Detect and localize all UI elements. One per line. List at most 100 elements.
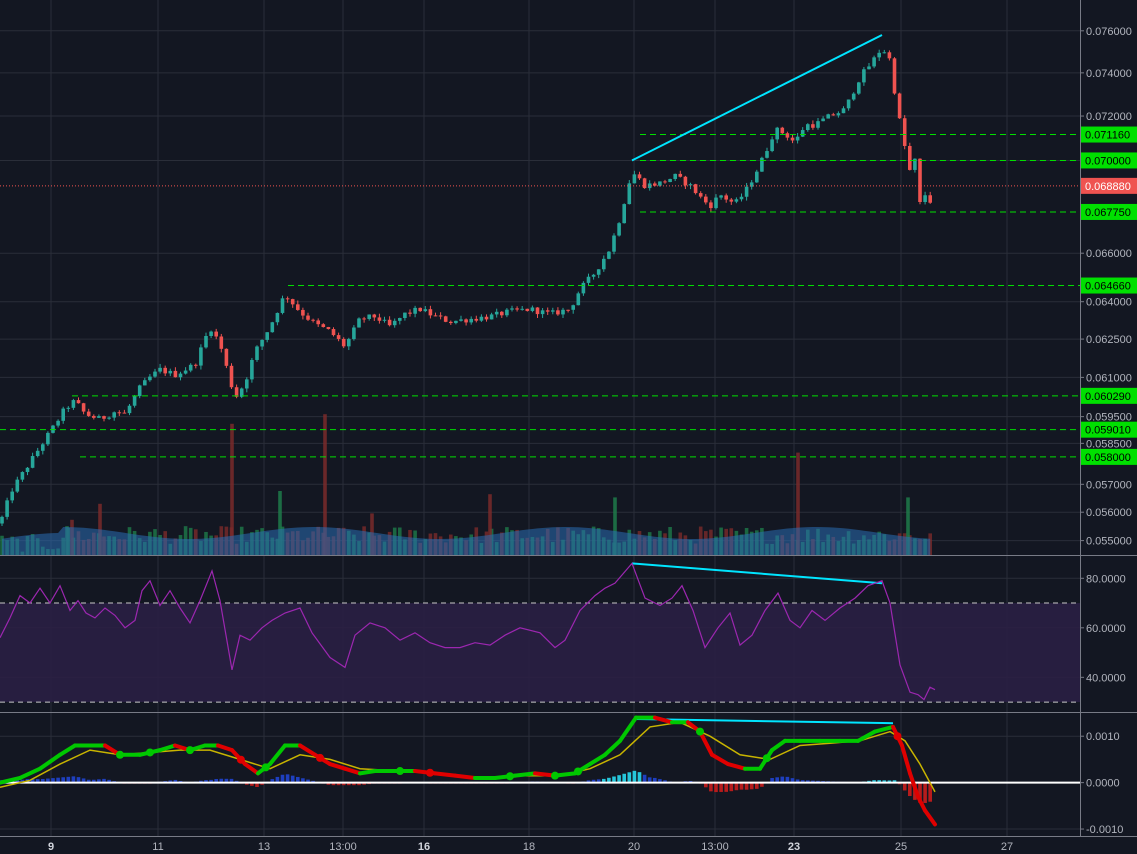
candle-body <box>306 315 310 320</box>
macd-histogram-bar <box>882 780 887 783</box>
candle-body <box>479 316 484 321</box>
candle-body <box>81 403 86 412</box>
macd-histogram-bar <box>173 779 178 783</box>
macd-histogram-bar <box>770 778 774 783</box>
macd-histogram-bar <box>224 778 229 783</box>
macd-histogram-bar <box>97 779 101 783</box>
macd-line-segment <box>0 775 22 785</box>
candle-body <box>66 407 71 409</box>
x-tick-label: 23 <box>788 841 800 853</box>
candle-body <box>515 308 519 310</box>
macd-line-segment <box>873 724 895 734</box>
volume-bar <box>323 414 327 555</box>
macd-line-segment <box>358 769 377 776</box>
candle-body <box>525 308 530 311</box>
candle-body <box>908 145 912 170</box>
macd-cross-dot <box>261 763 270 772</box>
candle-body <box>352 327 356 340</box>
macd-histogram-bar <box>734 782 739 791</box>
price-badges: 0.071160 0.070000 0.067750 0.064660 0.060290… <box>1081 126 1137 465</box>
candle-body <box>224 348 229 366</box>
candle-body <box>683 176 688 186</box>
candle-body <box>459 319 463 321</box>
macd-cross-dot <box>316 753 324 762</box>
macd-histogram-bar <box>290 775 295 783</box>
candle-body <box>433 315 438 317</box>
candle-body <box>178 373 183 378</box>
macd-histogram-bar <box>86 779 91 783</box>
macd-histogram-bar <box>102 778 106 783</box>
candle-body <box>86 411 91 416</box>
macd-histogram-bar <box>653 777 657 783</box>
macd-histogram-bar <box>107 779 111 783</box>
x-axis-ticks: 9 11 13 13:00 16 18 20 13:00 23 25 27 <box>48 841 1013 853</box>
candle-body <box>102 416 106 419</box>
candle-body <box>239 388 244 397</box>
macd-histogram-bar <box>744 782 749 790</box>
candle-body <box>449 321 453 324</box>
y-axis-ticks: 0.076000 0.074000 0.072000 0.070000 0.066000… <box>1080 26 1132 836</box>
macd-line-segment <box>900 743 912 776</box>
macd-line-segment <box>268 743 287 767</box>
candle-body <box>250 359 254 380</box>
candle-body <box>173 370 178 378</box>
candle-body <box>423 309 428 312</box>
macd-line-segment <box>923 808 937 827</box>
macd-histogram-bar <box>749 782 754 790</box>
y-tick-label: 0.062500 <box>1086 334 1132 346</box>
candle-body <box>229 365 234 388</box>
macd-cross-dot <box>146 748 154 757</box>
candle-body <box>372 314 377 318</box>
candle-body <box>739 196 744 200</box>
macd-histogram-bar <box>622 773 626 783</box>
candle-body <box>612 235 616 252</box>
macd-histogram-bar <box>923 782 927 804</box>
candle-body <box>275 312 280 323</box>
macd-histogram-bar <box>270 779 275 783</box>
candle-body <box>744 186 749 197</box>
candle-body <box>800 130 805 137</box>
candle-body <box>505 309 509 316</box>
price-badge-label: 0.064660 <box>1085 281 1131 293</box>
candle-body <box>688 184 693 186</box>
candle-body <box>581 282 586 294</box>
macd-histogram-bar <box>92 779 96 783</box>
macd-histogram-bar <box>714 782 718 793</box>
candle-body <box>872 57 876 67</box>
price-badge <box>1081 421 1137 438</box>
macd-line-segment <box>158 743 177 753</box>
macd-cross-dot <box>236 755 245 764</box>
candle-body <box>821 118 825 122</box>
candle-body <box>260 339 264 347</box>
candle-body <box>816 121 820 128</box>
candle-body <box>387 319 392 326</box>
macd-histogram-bar <box>209 779 213 783</box>
y-tick-label: 0.064000 <box>1086 297 1132 309</box>
macd-line-segment <box>603 738 622 757</box>
candle-body <box>770 139 774 152</box>
y-tick-label: 0.059500 <box>1086 412 1132 424</box>
candle-body <box>897 93 902 119</box>
candle-body <box>382 319 387 321</box>
candle-body <box>928 195 932 203</box>
macd-histogram-bar <box>331 782 336 786</box>
candle-body <box>760 157 764 172</box>
candle-body <box>347 339 351 347</box>
candle-body <box>35 450 40 457</box>
macd-histogram-bar <box>739 782 744 790</box>
candle-body <box>443 316 448 322</box>
candle-body <box>551 310 555 312</box>
candle-body <box>836 113 841 116</box>
candle-body <box>311 319 315 321</box>
candle-body <box>510 308 514 310</box>
price-badge-label: 0.067750 <box>1085 207 1131 219</box>
candle-body <box>632 174 637 184</box>
macd-histogram-bar <box>724 782 728 792</box>
macd-histogram-bar <box>918 782 922 803</box>
candle-body <box>255 346 259 360</box>
macd-cross-dot <box>696 727 704 736</box>
macd-histogram-bar <box>168 780 173 783</box>
y-tick-label: -0.0010 <box>1086 824 1123 836</box>
price-badge <box>1081 387 1137 404</box>
